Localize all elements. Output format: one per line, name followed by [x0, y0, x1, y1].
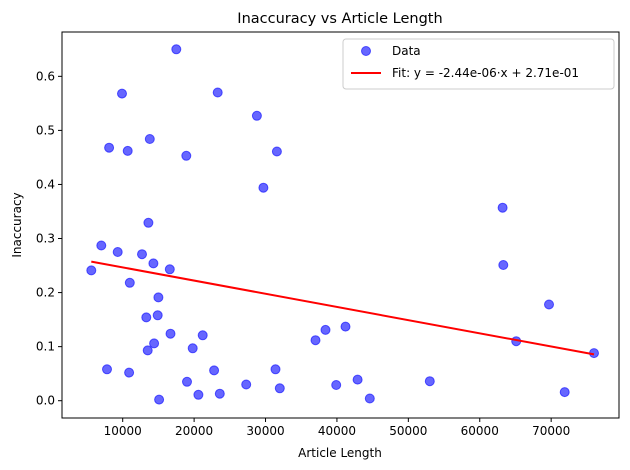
data-point-8: [124, 277, 135, 288]
data-point-24: [187, 343, 198, 354]
x-tick-label: 10000: [104, 424, 142, 438]
data-point-22: [181, 150, 192, 161]
y-tick-label: 0.6: [36, 69, 55, 83]
data-point-44: [498, 260, 509, 270]
data-point-20: [165, 328, 176, 339]
data-point-17: [153, 292, 164, 303]
x-tick-label: 20000: [175, 424, 213, 438]
data-point-34: [271, 146, 282, 157]
legend-label-fit: Fit: y = -2.44e-06·x + 2.71e-01: [392, 66, 579, 80]
x-tick-label: 60000: [461, 424, 499, 438]
x-tick-label: 50000: [389, 424, 427, 438]
data-point-39: [340, 321, 351, 332]
y-tick-label: 0.2: [36, 286, 55, 300]
data-point-42: [424, 376, 435, 387]
data-point-19: [164, 264, 175, 275]
data-point-47: [559, 387, 570, 398]
legend: Data Fit: y = -2.44e-06·x + 2.71e-01: [342, 38, 615, 90]
data-point-38: [331, 380, 342, 390]
data-point-26: [197, 330, 208, 341]
x-tick-label: 30000: [246, 424, 284, 438]
data-point-2: [102, 364, 112, 375]
data-point-41: [364, 393, 375, 404]
data-point-16: [152, 310, 163, 321]
data-point-12: [143, 217, 154, 228]
data-point-28: [212, 87, 223, 98]
data-point-23: [182, 376, 192, 387]
data-point-33: [270, 364, 281, 375]
x-tick-label: 70000: [532, 424, 570, 438]
data-point-18: [154, 394, 165, 405]
x-axis: 10000 20000 30000 40000 50000 60000 70000: [104, 418, 570, 438]
data-point-15: [149, 338, 160, 349]
data-point-37: [320, 324, 331, 335]
chart-title: Inaccuracy vs Article Length: [237, 11, 442, 27]
data-point-32: [258, 182, 269, 193]
y-tick-label: 0.3: [36, 232, 55, 246]
data-point-9: [137, 249, 147, 260]
axes-frame: [61, 31, 620, 419]
data-point-27: [209, 365, 220, 376]
y-axis: 0.0 0.1 0.2 0.3 0.4 0.5 0.6: [36, 69, 62, 408]
data-point-1: [96, 240, 107, 251]
y-tick-label: 0.0: [36, 394, 55, 408]
data-point-35: [274, 383, 285, 394]
y-tick-label: 0.4: [36, 177, 55, 191]
data-point-25: [193, 389, 204, 400]
data-point-4: [112, 247, 123, 257]
data-point-46: [544, 299, 554, 310]
data-point-5: [117, 88, 127, 99]
data-point-36: [310, 335, 321, 346]
data-point-11: [142, 345, 153, 356]
data-point-30: [241, 379, 252, 390]
data-point-13: [144, 134, 155, 144]
plot-area: [86, 44, 599, 405]
data-point-7: [124, 367, 135, 378]
data-point-43: [497, 202, 508, 213]
legend-label-data: Data: [392, 44, 421, 58]
y-tick-label: 0.5: [36, 123, 55, 137]
data-point-40: [352, 374, 363, 385]
y-axis-label: Inaccuracy: [10, 192, 24, 257]
y-tick-label: 0.1: [36, 340, 55, 354]
legend-box: [342, 38, 615, 90]
data-point-21: [171, 44, 182, 55]
data-point-0: [86, 265, 97, 276]
data-point-14: [148, 258, 159, 269]
x-tick-label: 40000: [318, 424, 356, 438]
data-point-31: [251, 110, 262, 121]
fit-line: [91, 260, 595, 356]
data-point-3: [104, 142, 115, 153]
data-point-6: [122, 145, 133, 156]
data-point-10: [141, 312, 152, 323]
x-axis-label: Article Length: [298, 446, 382, 460]
data-point-29: [214, 388, 225, 399]
legend-marker-data: [361, 46, 371, 56]
